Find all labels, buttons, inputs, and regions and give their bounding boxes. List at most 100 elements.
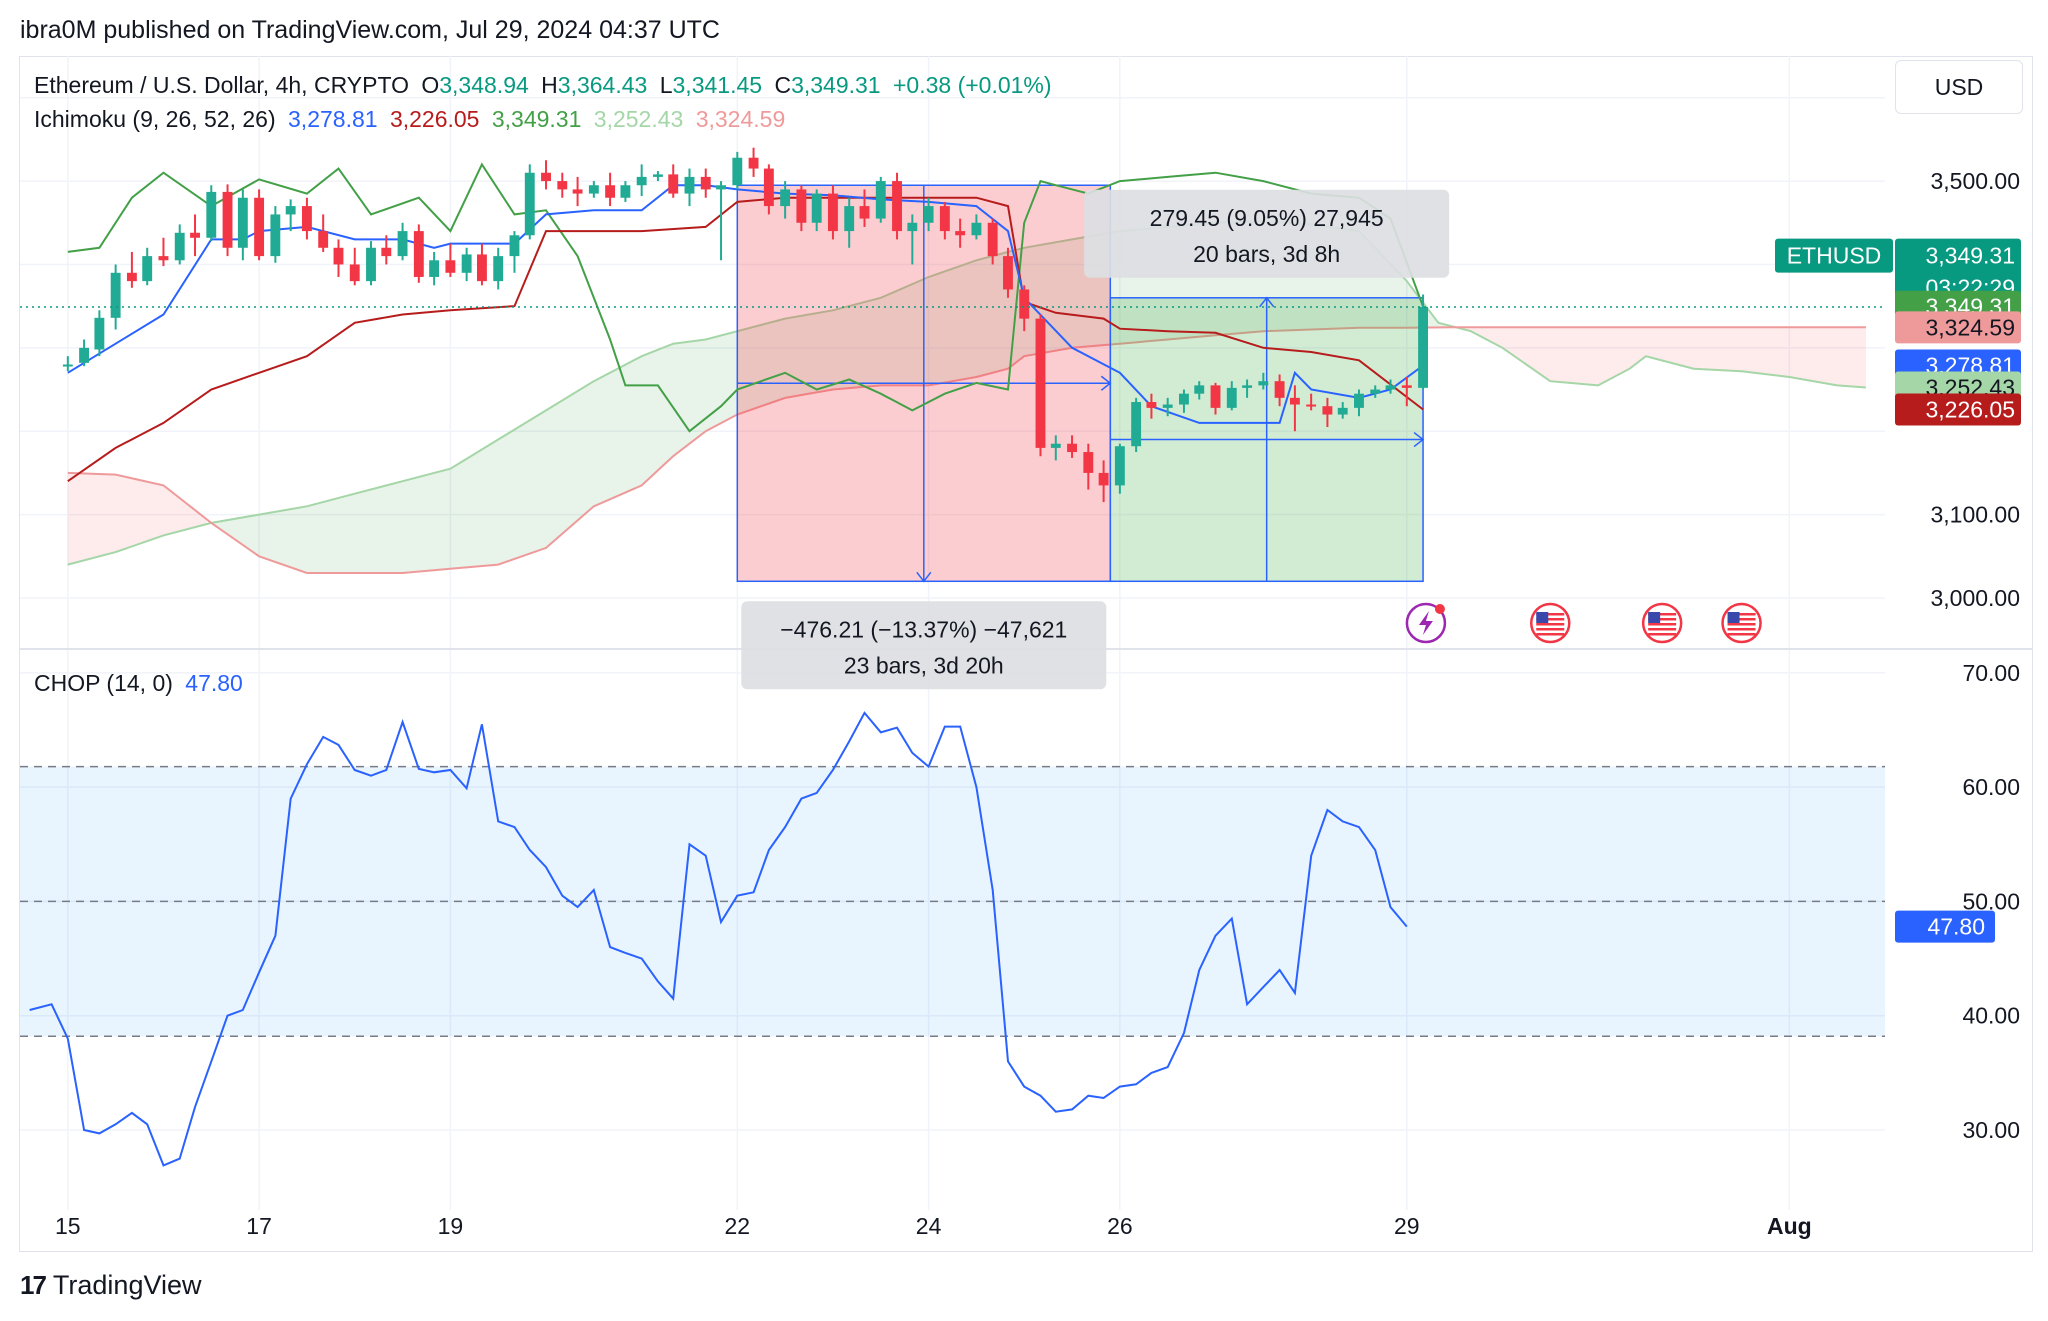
ichimoku-tenkan-value: 3,278.81 — [288, 106, 378, 132]
measure-label-line2: 23 bars, 3d 20h — [844, 652, 1004, 678]
y-axis-label: 3,100.00 — [1930, 502, 2020, 528]
flag-stripe — [1648, 628, 1677, 631]
notification-dot-icon — [1434, 604, 1445, 614]
candle-body — [301, 206, 312, 232]
candle-body — [1289, 397, 1300, 405]
high-label: H — [541, 72, 558, 98]
symbol-title[interactable]: Ethereum / U.S. Dollar, 4h, CRYPTO — [34, 72, 409, 98]
candle-body — [652, 174, 663, 177]
candle-body — [780, 189, 791, 207]
ichimoku-cloud — [67, 472, 207, 565]
candle-body — [1226, 387, 1237, 408]
chop-axis-label: 70.00 — [1962, 660, 2020, 686]
high-value: 3,364.43 — [557, 72, 648, 98]
close-label: C — [774, 72, 792, 98]
flag-stripe — [1536, 633, 1565, 636]
ichimoku-cloud — [1459, 327, 1866, 388]
candle-body — [461, 254, 472, 273]
flag-stripe — [1727, 633, 1756, 636]
measure-label-line2: 20 bars, 3d 8h — [1193, 241, 1340, 267]
measure-label-box — [1084, 189, 1450, 278]
flag-stripe — [1727, 618, 1756, 621]
flag-stripe — [1648, 618, 1677, 621]
candle-body — [237, 197, 248, 248]
flag-stripe — [1536, 613, 1565, 616]
flag-stripe — [1648, 633, 1677, 636]
currency-button[interactable]: USD — [1895, 60, 2023, 114]
brand-name: TradingView — [52, 1270, 202, 1300]
price-badge-value: 3,226.05 — [1925, 396, 2015, 422]
flag-stripe — [1648, 613, 1677, 616]
candle-body — [636, 176, 647, 186]
ichimoku-kijun-value: 3,226.05 — [389, 106, 480, 132]
candle-body — [1098, 472, 1109, 486]
candle-body — [429, 260, 440, 277]
x-axis-label: 29 — [1394, 1213, 1420, 1239]
candle-body — [971, 222, 982, 236]
candle-body — [1210, 385, 1221, 408]
flag-canton — [1536, 612, 1549, 623]
ichimoku-label[interactable]: Ichimoku (9, 26, 52, 26) — [34, 106, 276, 132]
candle-body — [381, 247, 392, 257]
candle-body — [892, 181, 902, 232]
candle-body — [987, 222, 998, 257]
price-badge — [1895, 311, 2021, 344]
lightning-bolt-icon — [1418, 611, 1433, 635]
candle-body — [1019, 289, 1030, 319]
candle-body — [1242, 385, 1253, 388]
candle-body — [1146, 402, 1157, 408]
candle-body — [1306, 404, 1317, 407]
candle-body — [349, 264, 360, 282]
candle-body — [668, 174, 679, 194]
candle-body — [923, 206, 934, 223]
candle-body — [477, 254, 487, 282]
candle-body — [222, 191, 233, 248]
candle-body — [763, 168, 774, 207]
open-value: 3,348.94 — [439, 72, 529, 98]
ichimoku-span-b-line — [67, 326, 1866, 574]
candle-body — [684, 176, 695, 194]
x-axis-label: 15 — [55, 1213, 81, 1239]
chop-label[interactable]: CHOP (14, 0) — [34, 670, 173, 696]
candle-body — [1418, 306, 1428, 388]
candle-body — [716, 185, 726, 190]
x-axis-label: 22 — [725, 1213, 751, 1239]
candle-body — [126, 272, 137, 282]
measure-label-box — [741, 601, 1107, 690]
candle-body — [174, 232, 185, 261]
x-axis-label: 26 — [1107, 1213, 1133, 1239]
candle-body — [796, 189, 807, 223]
chop-axis-label: 50.00 — [1962, 888, 2020, 914]
measure-label-line1: −476.21 (−13.37%) −47,621 — [780, 616, 1067, 642]
candle-body — [620, 185, 631, 198]
measure-arrow — [1259, 296, 1275, 308]
candle-body — [413, 231, 424, 277]
measure-arrow — [1413, 431, 1425, 448]
candle-body — [844, 206, 855, 232]
candle-body — [1131, 402, 1142, 447]
flag-stripe — [1536, 628, 1565, 631]
x-axis-label: 17 — [246, 1213, 272, 1239]
price-badge — [1895, 238, 2021, 305]
chart-frame — [19, 56, 2033, 1252]
candle-body — [605, 185, 616, 198]
candle-body — [541, 172, 551, 182]
x-axis-label: Aug — [1767, 1213, 1812, 1239]
candle-body — [1354, 393, 1364, 408]
price-badge — [1895, 393, 2021, 426]
candle-body — [1003, 256, 1013, 290]
candle-body — [524, 172, 535, 236]
candle-body — [811, 193, 822, 223]
flag-stripe — [1727, 613, 1756, 616]
publisher-line: ibra0M published on TradingView.com, Jul… — [20, 16, 720, 44]
candle-body — [142, 256, 153, 282]
candle-body — [700, 176, 711, 190]
candle-body — [939, 206, 950, 232]
candle-body — [62, 364, 73, 367]
candle-body — [1162, 404, 1173, 408]
ichimoku-tenkan-line — [67, 184, 1424, 424]
candle-body — [110, 272, 121, 318]
footer-brand[interactable]: 17 TradingView — [20, 1270, 202, 1301]
ichimoku-chikou-line — [67, 162, 1425, 433]
